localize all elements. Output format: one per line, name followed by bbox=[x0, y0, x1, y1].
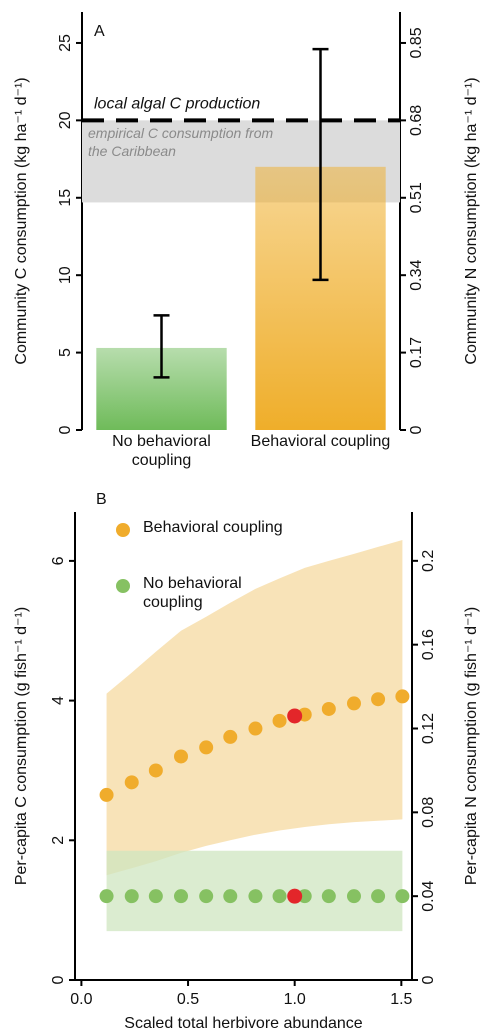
y-tick-label: 20 bbox=[57, 111, 74, 129]
point bbox=[371, 692, 386, 707]
y-tick-label: 4 bbox=[50, 696, 67, 705]
y2-tick-label: 0.04 bbox=[420, 880, 437, 911]
point bbox=[248, 721, 263, 736]
point bbox=[199, 740, 214, 755]
point bbox=[371, 889, 386, 904]
point bbox=[346, 889, 361, 904]
y2-tick-label: 0.68 bbox=[408, 105, 425, 136]
point bbox=[223, 889, 238, 904]
x-tick-label-box: Behavioral coupling bbox=[250, 433, 391, 450]
y-axis-title: Community C consumption (kg ha⁻¹ d⁻¹) bbox=[13, 77, 30, 364]
y2-tick-label: 0 bbox=[408, 425, 425, 434]
point bbox=[174, 749, 189, 764]
legend-label-box: Behavioral coupling bbox=[143, 519, 283, 536]
y2-tick-label: 0.08 bbox=[420, 797, 437, 828]
y2-tick-label: 0.85 bbox=[408, 27, 425, 58]
y-tick-label: 5 bbox=[57, 348, 74, 357]
y-tick-label: 10 bbox=[57, 266, 74, 284]
point bbox=[124, 889, 139, 904]
band-label: empirical C consumption from the Caribbe… bbox=[88, 125, 274, 160]
point bbox=[321, 701, 336, 716]
x-tick-label: 0.0 bbox=[70, 991, 92, 1008]
point bbox=[148, 763, 163, 778]
point bbox=[148, 889, 163, 904]
point bbox=[321, 889, 336, 904]
x-tick-label: 0.5 bbox=[177, 991, 199, 1008]
band-label-box: empirical C consumption from the Caribbe… bbox=[88, 125, 274, 160]
point bbox=[346, 696, 361, 711]
y-tick-label: 25 bbox=[57, 34, 74, 52]
y-tick-label: 2 bbox=[50, 836, 67, 845]
y-tick-label: 15 bbox=[57, 189, 74, 207]
reference-label: local algal C production bbox=[94, 96, 260, 113]
point bbox=[174, 889, 189, 904]
confidence-band bbox=[106, 539, 403, 876]
point bbox=[272, 889, 287, 904]
point bbox=[199, 889, 214, 904]
point bbox=[272, 713, 287, 728]
point bbox=[223, 729, 238, 744]
point bbox=[395, 889, 410, 904]
legend-label: No behavioral coupling bbox=[143, 575, 242, 611]
point bbox=[124, 775, 139, 790]
y2-tick-label: 0.2 bbox=[420, 550, 437, 572]
y2-tick-label: 0.12 bbox=[420, 713, 437, 744]
point bbox=[99, 889, 114, 904]
x-tick-label: 1.0 bbox=[284, 991, 306, 1008]
highlight-point bbox=[287, 888, 303, 904]
y2-axis-title: Community N consumption (kg ha⁻¹ d⁻¹) bbox=[463, 77, 480, 364]
y2-tick-label: 0.17 bbox=[408, 337, 425, 368]
y2-tick-label: 0.34 bbox=[408, 260, 425, 291]
x-tick-label: 1.5 bbox=[390, 991, 412, 1008]
x-tick-label: No behavioral coupling bbox=[112, 433, 211, 469]
legend-marker bbox=[116, 523, 130, 537]
highlight-point bbox=[287, 708, 303, 724]
legend-label-box: No behavioral coupling bbox=[143, 575, 242, 611]
x-tick-label-box: No behavioral coupling bbox=[112, 433, 211, 469]
legend-label: Behavioral coupling bbox=[143, 519, 283, 536]
y-tick-label: 0 bbox=[50, 975, 67, 984]
y2-tick-label: 0.51 bbox=[408, 182, 425, 213]
y-tick-label: 0 bbox=[57, 425, 74, 434]
panel-label: A bbox=[94, 23, 105, 40]
y2-axis-title: Per-capita N consumption (g fish⁻¹ d⁻¹) bbox=[463, 607, 480, 885]
error-bar bbox=[312, 47, 329, 282]
y2-tick-label: 0 bbox=[420, 975, 437, 984]
y2-tick-label: 0.16 bbox=[420, 629, 437, 660]
error-bar bbox=[153, 314, 170, 379]
point bbox=[395, 689, 410, 704]
y-axis-title: Per-capita C consumption (g fish⁻¹ d⁻¹) bbox=[13, 607, 30, 885]
x-tick-label: Behavioral coupling bbox=[250, 433, 391, 450]
legend-marker bbox=[116, 579, 130, 593]
point bbox=[99, 787, 114, 802]
y-tick-label: 6 bbox=[50, 556, 67, 565]
panel-label: B bbox=[96, 491, 107, 508]
point bbox=[248, 889, 263, 904]
x-axis-title: Scaled total herbivore abundance bbox=[124, 1015, 362, 1032]
